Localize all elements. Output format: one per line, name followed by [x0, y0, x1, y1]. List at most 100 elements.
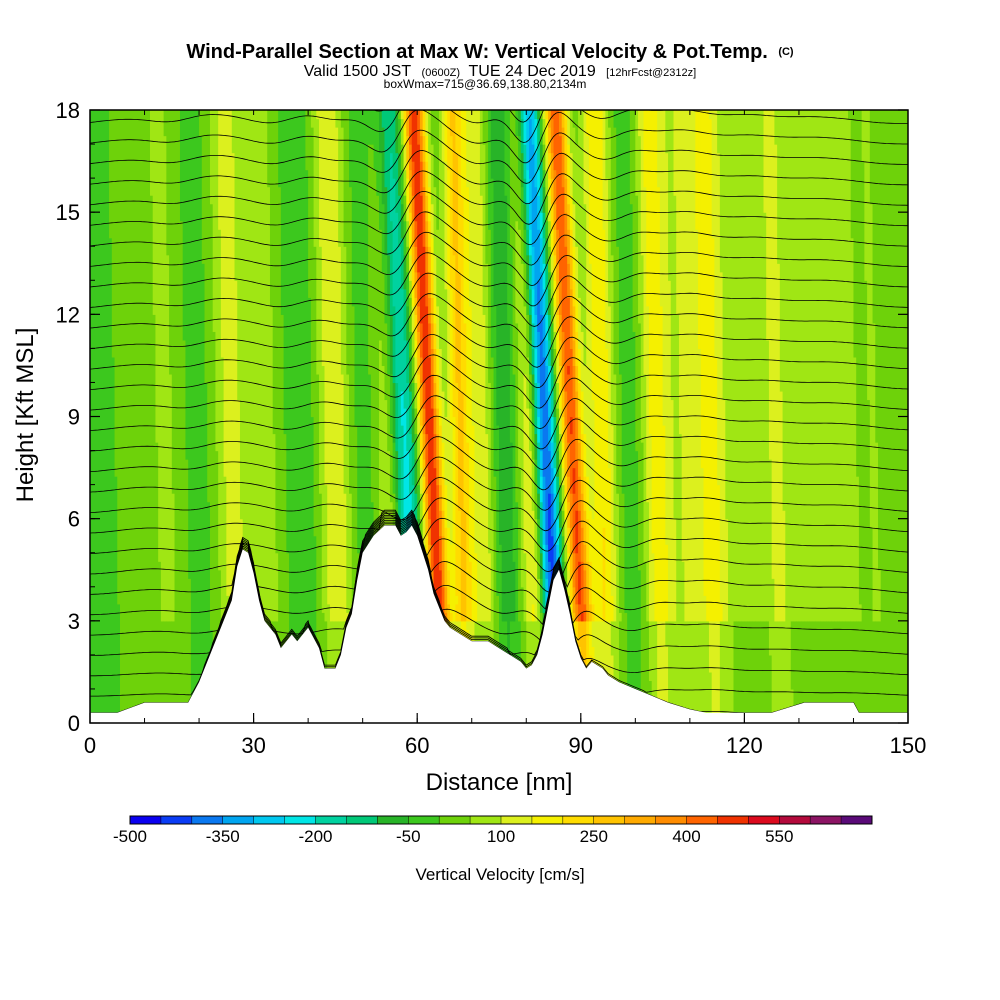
w-cell — [215, 110, 219, 452]
w-cell — [340, 373, 345, 622]
w-cell — [567, 527, 571, 554]
theta-contour — [90, 477, 908, 532]
w-cell — [111, 110, 116, 358]
w-cell — [586, 518, 590, 562]
w-cell — [700, 620, 705, 723]
w-cell — [439, 535, 443, 571]
w-cell — [220, 110, 225, 358]
w-cell — [722, 110, 726, 401]
colorbar-swatch — [624, 816, 656, 824]
w-cell — [256, 110, 260, 622]
w-cell — [141, 110, 146, 723]
w-cell — [586, 586, 590, 622]
w-cell — [455, 595, 459, 605]
w-cell — [572, 493, 576, 554]
w-cell — [869, 527, 874, 723]
w-cell — [370, 144, 375, 503]
w-cell — [567, 501, 571, 528]
w-cell — [444, 288, 448, 418]
w-cell — [736, 110, 740, 622]
w-cell — [550, 390, 555, 418]
w-cell — [678, 110, 683, 435]
w-cell — [818, 110, 822, 622]
w-cell — [441, 476, 446, 511]
w-cell — [692, 110, 696, 622]
w-cell — [558, 365, 563, 392]
w-cell — [711, 620, 716, 723]
w-cell — [403, 407, 407, 520]
w-cell — [779, 620, 784, 723]
w-cell — [542, 144, 546, 171]
w-cell — [425, 493, 429, 511]
w-cell — [550, 229, 555, 256]
w-cell — [449, 544, 454, 613]
w-cell — [618, 612, 623, 622]
w-cell — [618, 110, 623, 375]
colorbar-swatch — [439, 816, 471, 824]
colorbar-label: Vertical Velocity [cm/s] — [415, 865, 584, 884]
w-cell — [804, 110, 808, 622]
w-cell — [891, 110, 895, 723]
w-cell — [509, 246, 514, 443]
w-cell — [447, 169, 451, 290]
w-cell — [449, 425, 454, 545]
w-cell — [793, 620, 797, 723]
w-cell — [553, 348, 557, 375]
theta-contour — [90, 293, 908, 348]
w-cell — [561, 331, 566, 367]
w-cell — [294, 110, 298, 723]
w-cell — [425, 271, 429, 307]
w-cell — [403, 288, 407, 341]
w-cell — [578, 110, 582, 298]
w-cell — [477, 110, 481, 622]
w-cell — [839, 110, 844, 622]
w-cell — [398, 195, 402, 247]
w-cell — [572, 127, 576, 205]
w-cell — [733, 110, 737, 622]
w-cell — [523, 144, 527, 179]
y-tick-label: 3 — [68, 609, 80, 634]
w-cell — [578, 620, 582, 647]
w-cell — [741, 110, 745, 622]
w-cell — [583, 476, 587, 511]
w-cell — [392, 382, 396, 443]
w-cell — [659, 620, 664, 723]
w-cell — [542, 569, 546, 588]
w-cell — [561, 390, 566, 418]
w-cell — [539, 161, 544, 188]
w-cell — [261, 110, 266, 622]
colorbar-swatch — [841, 816, 873, 824]
chart-title: Wind-Parallel Section at Max W: Vertical… — [186, 41, 794, 63]
w-cell — [209, 203, 214, 630]
x-tick-label: 0 — [84, 733, 96, 758]
w-cell — [793, 110, 797, 622]
w-cell — [343, 493, 347, 622]
w-cell — [305, 110, 309, 171]
w-cell — [610, 620, 615, 656]
w-cell — [635, 195, 639, 452]
w-cell — [779, 110, 784, 392]
w-cell — [567, 263, 571, 298]
w-cell — [460, 110, 465, 196]
w-cell — [583, 603, 587, 622]
w-cell — [398, 118, 402, 154]
w-cell — [425, 161, 429, 196]
w-cell — [640, 442, 645, 699]
w-cell — [199, 135, 203, 723]
w-cell — [820, 110, 825, 622]
w-cell — [479, 195, 484, 622]
w-cell — [406, 339, 410, 384]
w-cell — [714, 356, 718, 622]
w-cell — [534, 518, 538, 562]
potential-temperature-contours — [90, 110, 908, 714]
colorbar-swatch — [717, 816, 749, 824]
w-cell — [665, 152, 669, 545]
w-cell — [798, 620, 803, 723]
w-cell — [545, 365, 549, 401]
w-cell — [409, 356, 413, 392]
w-cell — [850, 237, 855, 622]
w-cell — [455, 110, 459, 154]
w-cell — [575, 552, 579, 605]
w-cell — [550, 442, 555, 469]
w-cell — [755, 110, 759, 622]
